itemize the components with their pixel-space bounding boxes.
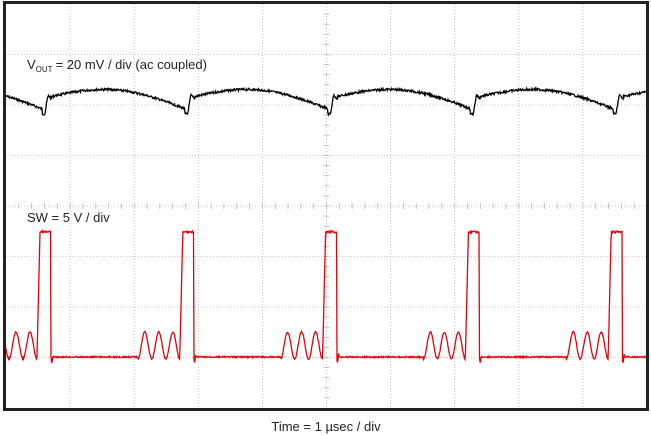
vout-symbol: V [27,57,36,72]
sw-label: SW = 5 V / div [27,210,110,225]
vout-scale: = 20 mV / div (ac coupled) [56,57,207,72]
vout-label: VOUT = 20 mV / div (ac coupled) [27,57,207,74]
sw-trace [5,228,648,364]
time-label: Time = 1 µsec / div [271,419,381,434]
grid [6,4,647,408]
vout-trace [5,86,648,117]
screen-frame [3,1,649,411]
vout-subscript: OUT [36,65,53,74]
